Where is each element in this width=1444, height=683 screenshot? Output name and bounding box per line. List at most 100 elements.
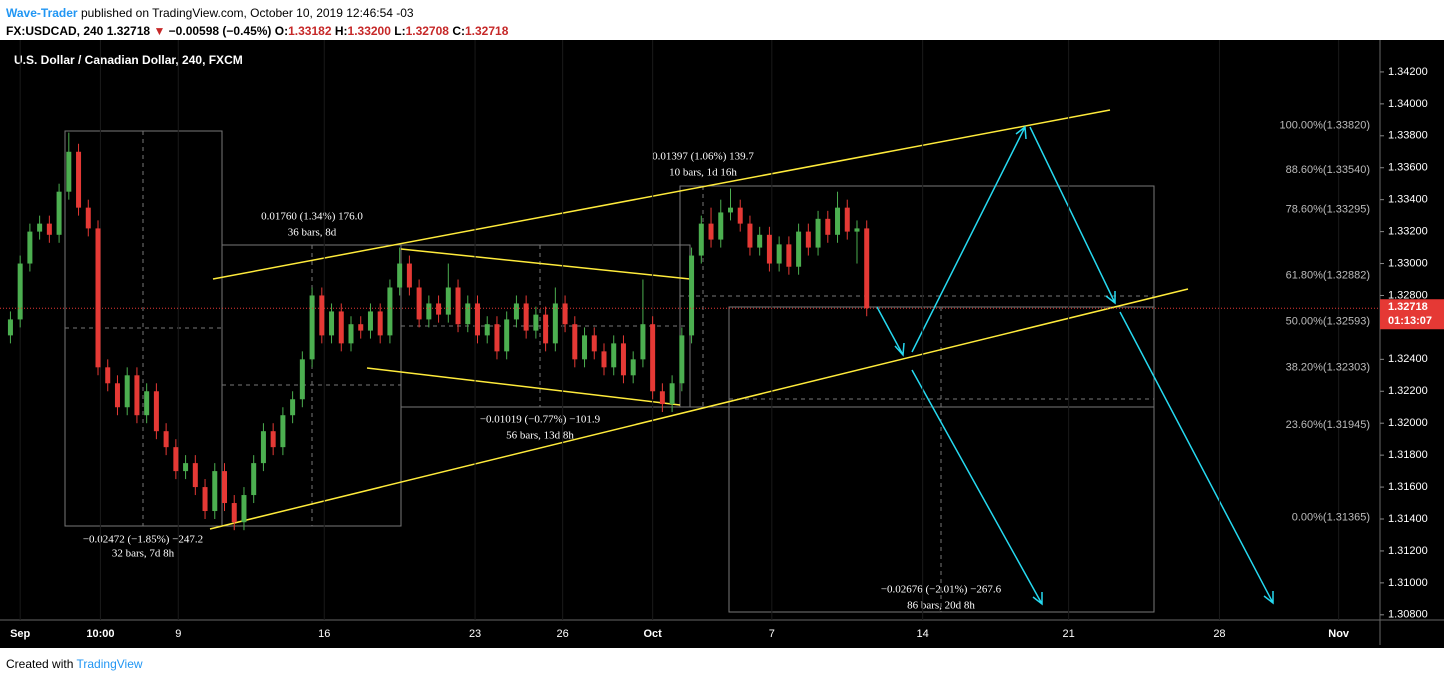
y-tick-label: 1.31200 xyxy=(1388,545,1428,557)
candle-body xyxy=(329,311,335,336)
x-tick-label: 21 xyxy=(1062,628,1074,640)
y-tick-label: 1.34200 xyxy=(1388,66,1428,78)
x-tick-label: 16 xyxy=(318,628,330,640)
candle-body xyxy=(659,391,665,405)
candle-body xyxy=(844,207,850,232)
candle-body xyxy=(474,303,480,336)
y-tick-label: 1.31400 xyxy=(1388,513,1428,525)
fib-label: 78.60%(1.33295) xyxy=(1286,203,1370,215)
candle-body xyxy=(134,375,140,416)
candle-body xyxy=(348,324,354,344)
candle-body xyxy=(66,151,72,192)
x-tick-label: 23 xyxy=(469,628,481,640)
brand[interactable]: TradingView xyxy=(76,657,143,671)
created: Created with xyxy=(6,657,74,671)
candle-body xyxy=(299,359,305,400)
candle-body xyxy=(630,359,636,376)
candle-body xyxy=(358,324,364,331)
candle-body xyxy=(776,244,782,264)
candle-body xyxy=(523,303,529,331)
candle-body xyxy=(552,303,558,344)
annotation: 36 bars, 8d xyxy=(288,227,337,239)
fib-label: 23.60%(1.31945) xyxy=(1286,419,1370,431)
y-tick-label: 1.32400 xyxy=(1388,353,1428,365)
candle-body xyxy=(397,263,403,288)
flag-upper xyxy=(400,248,691,280)
candle-body xyxy=(280,415,286,448)
candle-body xyxy=(455,287,461,325)
footer: Created with TradingView xyxy=(6,657,143,671)
header-line-1: Wave-Trader published on TradingView.com… xyxy=(6,4,508,22)
candle-body xyxy=(689,255,695,336)
candle-body xyxy=(484,324,490,336)
candle-body xyxy=(426,303,432,320)
candle-body xyxy=(591,335,597,352)
published: published on TradingView.com, October 10… xyxy=(80,6,414,20)
candle-body xyxy=(114,383,120,408)
annotation: 86 bars, 20d 8h xyxy=(907,600,975,612)
candle-body xyxy=(7,319,13,336)
arrow: ▼ xyxy=(153,24,166,38)
header: Wave-Trader published on TradingView.com… xyxy=(6,4,508,40)
x-tick-label: 14 xyxy=(917,628,929,640)
candle-body xyxy=(445,287,451,315)
candle-body xyxy=(582,335,588,360)
candle-body xyxy=(56,191,62,235)
candle-body xyxy=(796,231,802,267)
candle-body xyxy=(679,335,685,384)
symbol: FX:USDCAD, 240 xyxy=(6,24,104,38)
candle-body xyxy=(601,351,607,368)
candle-body xyxy=(854,228,860,232)
annotation: 56 bars, 13d 8h xyxy=(506,430,574,442)
author[interactable]: Wave-Trader xyxy=(6,6,78,20)
candle-body xyxy=(46,223,52,235)
candle-body xyxy=(815,218,821,248)
candle-body xyxy=(416,287,422,320)
candle-body xyxy=(737,207,743,224)
candle-body xyxy=(192,463,198,488)
candle-body xyxy=(805,231,811,248)
candle-body xyxy=(504,319,510,352)
candle-body xyxy=(611,343,617,368)
candle-body xyxy=(163,431,169,448)
y-tick-label: 1.30800 xyxy=(1388,609,1428,621)
annotation: 0.01397 (1.06%) 139.7 xyxy=(652,151,754,163)
y-tick-label: 1.31800 xyxy=(1388,449,1428,461)
candle-body xyxy=(105,367,111,384)
candle-body xyxy=(766,234,772,264)
fib-label: 50.00%(1.32593) xyxy=(1286,315,1370,327)
candle-body xyxy=(251,463,257,496)
candle-body xyxy=(173,447,179,472)
candle-body xyxy=(85,207,91,229)
candle-body xyxy=(533,314,539,331)
annotation: −0.01019 (−0.77%) −101.9 xyxy=(480,414,601,426)
measure-boxes xyxy=(64,130,1155,613)
y-tick-label: 1.31000 xyxy=(1388,577,1428,589)
c: 1.32718 xyxy=(464,24,509,38)
annotation: 10 bars, 1d 16h xyxy=(669,167,737,179)
annotation: −0.02472 (−1.85%) −247.2 xyxy=(83,534,203,546)
candle-body xyxy=(309,295,315,360)
header-line-2: FX:USDCAD, 240 1.32718 ▼ −0.00598 (−0.45… xyxy=(6,22,508,40)
y-tick-label: 1.32800 xyxy=(1388,289,1428,301)
y-tick-label: 1.32000 xyxy=(1388,417,1428,429)
chart-background xyxy=(0,40,1444,648)
candle-body xyxy=(212,471,218,512)
candle-body xyxy=(222,471,228,504)
fib-label: 38.20%(1.32303) xyxy=(1286,362,1370,374)
chart: U.S. Dollar / Canadian Dollar, 240, FXCM… xyxy=(0,40,1444,648)
c-key: C: xyxy=(452,24,465,38)
candle-body xyxy=(367,311,373,331)
annotation: 0.01760 (1.34%) 176.0 xyxy=(261,211,363,223)
candle-body xyxy=(718,212,724,240)
candle-body xyxy=(17,263,23,320)
candle-body xyxy=(338,311,344,344)
channel-lower xyxy=(209,288,1189,530)
annotations: 0.01760 (1.34%) 176.0 36 bars, 8d 0.01397… xyxy=(83,151,1002,612)
candle-body xyxy=(144,391,150,416)
candle-body xyxy=(377,311,383,336)
y-tick-label: 1.34000 xyxy=(1388,98,1428,110)
candle-body xyxy=(183,463,189,472)
y-tick-label: 1.33600 xyxy=(1388,162,1428,174)
candle-body xyxy=(27,231,33,264)
